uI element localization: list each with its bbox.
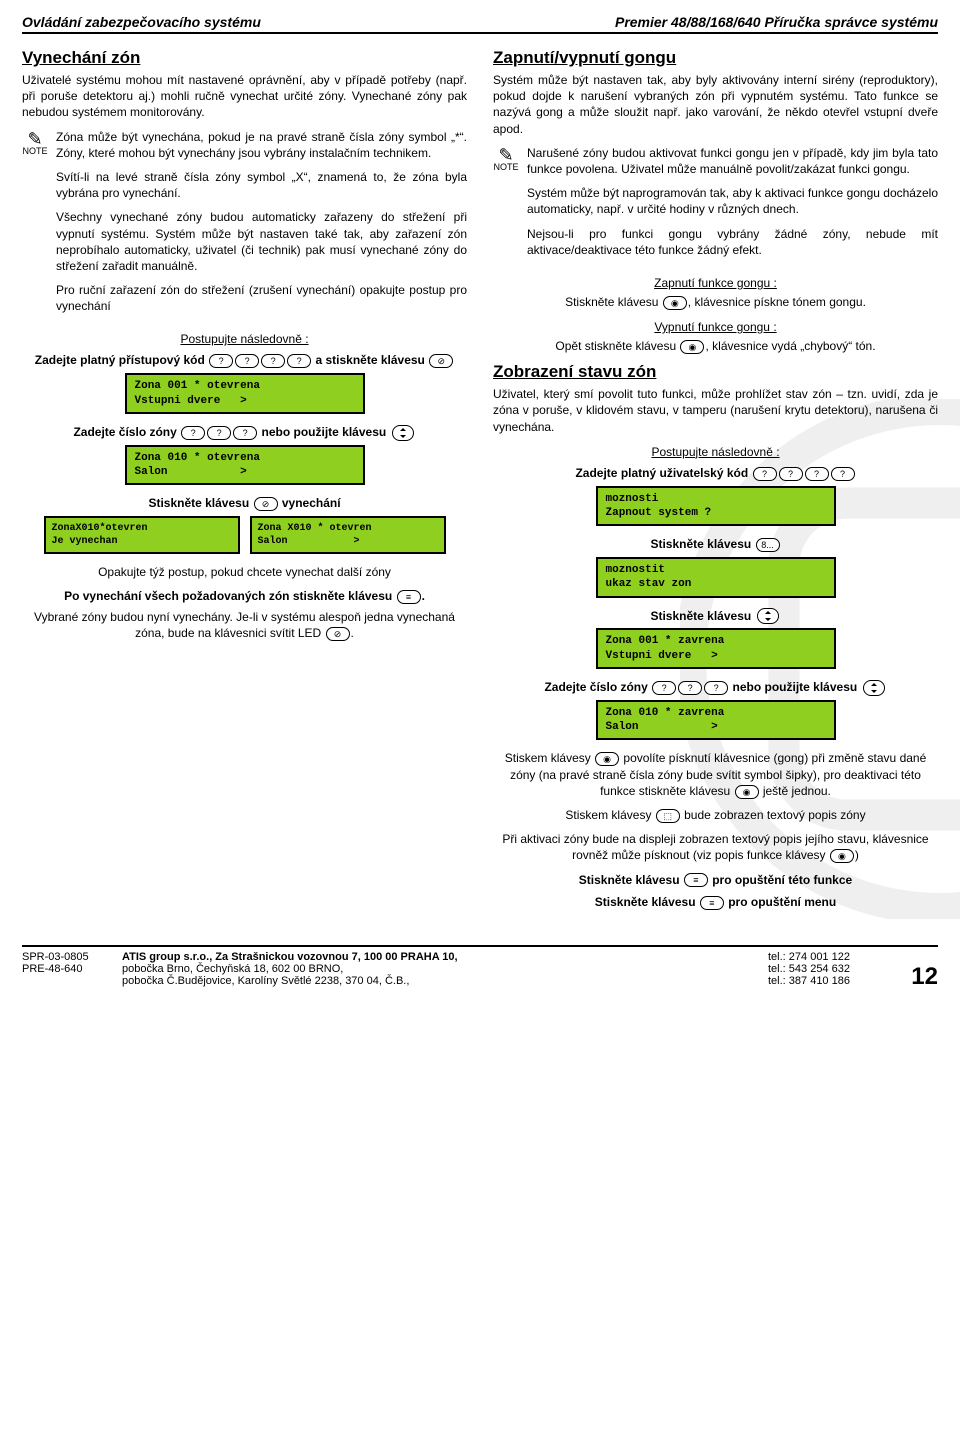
repeat-text: Opakujte týž postup, pokud chcete vynech…: [22, 564, 467, 580]
key-omit-icon: ⊘: [429, 354, 453, 368]
key-menu-icon: ≡: [700, 896, 724, 910]
chime-off-step: Opět stiskněte klávesu ◉, klávesnice vyd…: [493, 338, 938, 354]
note-block-right: ✎ NOTE Narušené zóny budou aktivovat fun…: [493, 145, 938, 266]
step-finish: Po vynechání všech požadovaných zón stis…: [22, 588, 467, 605]
key-chime-icon: ◉: [735, 785, 759, 799]
key-chime-icon: ◉: [680, 340, 704, 354]
chime-on-step: Stiskněte klávesu ◉, klávesnice pískne t…: [493, 294, 938, 310]
key-digit-icon: ?: [753, 467, 777, 481]
step-exit-menu: Stiskněte klávesu ≡ pro opuštění menu: [493, 894, 938, 911]
chime-off-title: Vypnutí funkce gongu :: [493, 320, 938, 334]
page-footer: SPR-03-0805 ATIS group s.r.o., Za Strašn…: [22, 945, 938, 987]
key-digit-icon: ?: [261, 354, 285, 368]
step-exit-func: Stiskněte klávesu ≡ pro opuštění této fu…: [493, 872, 938, 889]
key-scroll-icon: [392, 425, 414, 441]
desc-text: Stiskem klávesy ⬚ bude zobrazen textový …: [493, 807, 938, 823]
activation-text: Při aktivaci zóny bude na displeji zobra…: [493, 831, 938, 863]
key-digit-icon: ?: [652, 681, 676, 695]
key-digit-icon: ?: [779, 467, 803, 481]
procedure-title: Postupujte následovně :: [493, 445, 938, 459]
key-omit-icon: ⊘: [254, 497, 278, 511]
chime-on-title: Zapnutí funkce gongu :: [493, 276, 938, 290]
key-digit-icon: ?: [233, 426, 257, 440]
note-icon: ✎ NOTE: [493, 145, 519, 266]
step-enter-zone: Zadejte číslo zóny ??? nebo použijte klá…: [493, 679, 938, 696]
key-scroll-icon: [757, 608, 779, 624]
lcd-display: ZonaX010*otevren Je vynechan: [44, 516, 240, 554]
step-press-8: Stiskněte klávesu 8...: [493, 536, 938, 553]
lcd-pair: ZonaX010*otevren Je vynechan Zona X010 *…: [22, 516, 467, 554]
note-p1: Zóna může být vynechána, pokud je na pra…: [56, 129, 467, 161]
step-enter-code: Zadejte platný uživatelský kód ????: [493, 465, 938, 482]
key-area-icon: ⬚: [656, 809, 680, 823]
lcd-display: moznostit ukaz stav zon: [596, 557, 836, 598]
footer-code-2: PRE-48-640: [22, 963, 122, 975]
key-digit-icon: ?: [207, 426, 231, 440]
header-left: Ovládání zabezpečovacího systému: [22, 14, 261, 30]
header-right: Premier 48/88/168/640 Příručka správce s…: [615, 14, 938, 30]
step-press-omit: Stiskněte klávesu ⊘ vynechání: [22, 495, 467, 512]
chime-text: Systém může být nastaven tak, aby byly a…: [493, 72, 938, 137]
key-chime-icon: ◉: [830, 849, 854, 863]
heading-chime: Zapnutí/vypnutí gongu: [493, 48, 938, 68]
footer-code-1: SPR-03-0805: [22, 951, 122, 963]
note-p3: Všechny vynechané zóny budou automaticky…: [56, 209, 467, 274]
key-omit-icon: ⊘: [326, 627, 350, 641]
lcd-display: Zona 001 * otevrena Vstupni dvere >: [125, 373, 365, 414]
page-number: 12: [911, 963, 938, 991]
footer-company: ATIS group s.r.o., Za Strašnickou vozovn…: [122, 951, 458, 963]
note-p2: Systém může být naprogramován tak, aby k…: [527, 185, 938, 217]
final-text: Vybrané zóny budou nyní vynechány. Je-li…: [22, 609, 467, 641]
after-text: Stiskem klávesy ◉ povolíte písknutí kláv…: [493, 750, 938, 799]
left-column: Vynechání zón Uživatelé systému mohou mí…: [22, 40, 467, 915]
key-digit-icon: ?: [805, 467, 829, 481]
step-enter-zone: Zadejte číslo zóny ??? nebo použijte klá…: [22, 424, 467, 441]
procedure-title: Postupujte následovně :: [22, 332, 467, 346]
key-digit-icon: ?: [287, 354, 311, 368]
lcd-display: Zona 010 * otevrena Salon >: [125, 445, 365, 486]
key-digit-icon: ?: [209, 354, 233, 368]
footer-branch-2: pobočka Č.Budějovice, Karolíny Světlé 22…: [122, 975, 768, 987]
key-menu-icon: ≡: [397, 590, 421, 604]
heading-zone-omit: Vynechání zón: [22, 48, 467, 68]
lcd-display: Zona 001 * zavrena Vstupni dvere >: [596, 628, 836, 669]
note-p4: Pro ruční zařazení zón do střežení (zruš…: [56, 282, 467, 314]
note-p2: Svítí-li na levé straně čísla zóny symbo…: [56, 169, 467, 201]
key-8-icon: 8...: [756, 538, 780, 552]
key-digit-icon: ?: [678, 681, 702, 695]
note-p3: Nejsou-li pro funkci gongu vybrány žádné…: [527, 226, 938, 258]
key-digit-icon: ?: [181, 426, 205, 440]
note-icon: ✎ NOTE: [22, 129, 48, 323]
key-digit-icon: ?: [704, 681, 728, 695]
right-column: Zapnutí/vypnutí gongu Systém může být na…: [493, 40, 938, 915]
footer-tel-1: tel.: 274 001 122: [768, 951, 938, 963]
status-text: Uživatel, který smí povolit tuto funkci,…: [493, 386, 938, 435]
note-block-left: ✎ NOTE Zóna může být vynechána, pokud je…: [22, 129, 467, 323]
footer-branch-1: pobočka Brno, Čechyňská 18, 602 00 BRNO,: [122, 963, 768, 975]
key-chime-icon: ◉: [663, 296, 687, 310]
step-enter-code: Zadejte platný přístupový kód ???? a sti…: [22, 352, 467, 369]
key-chime-icon: ◉: [595, 752, 619, 766]
note-p1: Narušené zóny budou aktivovat funkci gon…: [527, 145, 938, 177]
heading-status: Zobrazení stavu zón: [493, 362, 938, 382]
lcd-display: Zona X010 * otevren Salon >: [250, 516, 446, 554]
lcd-display: Zona 010 * zavrena Salon >: [596, 700, 836, 741]
key-digit-icon: ?: [235, 354, 259, 368]
lcd-display: moznosti Zapnout system ?: [596, 486, 836, 527]
key-digit-icon: ?: [831, 467, 855, 481]
page-header: Ovládání zabezpečovacího systému Premier…: [22, 14, 938, 34]
key-scroll-icon: [863, 680, 885, 696]
intro-text: Uživatelé systému mohou mít nastavené op…: [22, 72, 467, 121]
step-press-scroll: Stiskněte klávesu: [493, 608, 938, 625]
key-menu-icon: ≡: [684, 873, 708, 887]
